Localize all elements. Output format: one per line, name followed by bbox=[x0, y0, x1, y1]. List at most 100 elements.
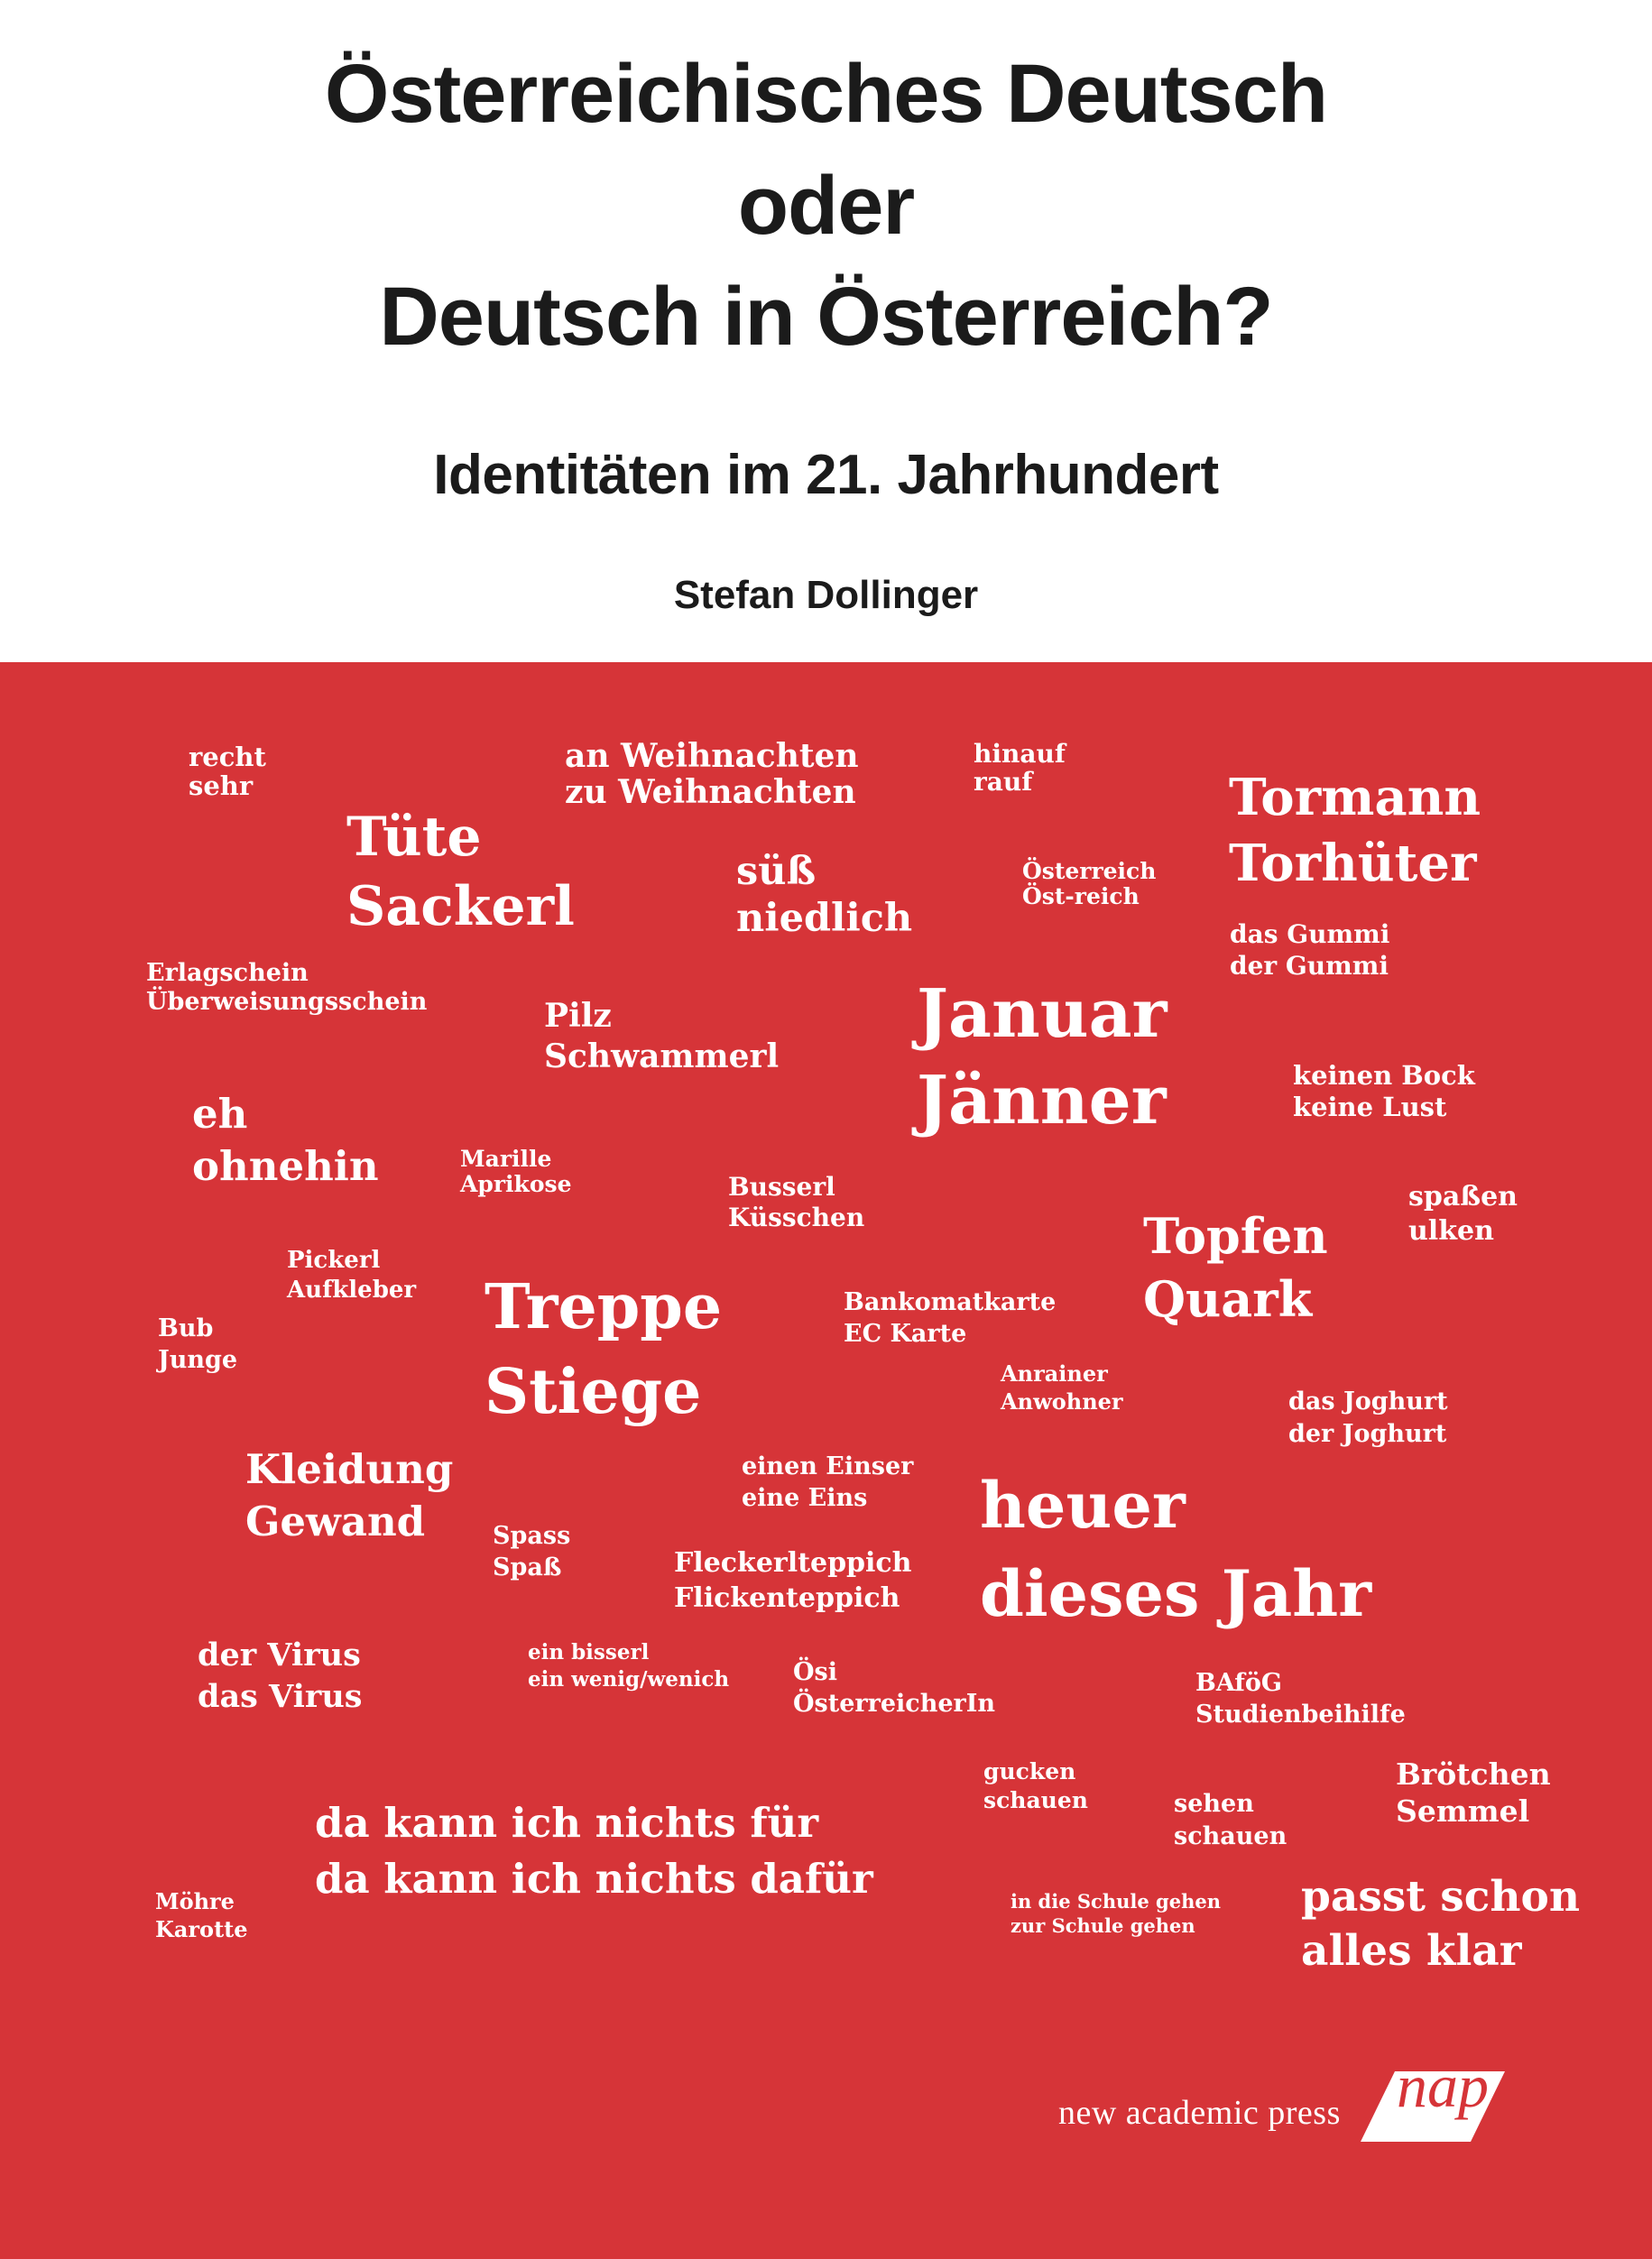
word-first: eh bbox=[192, 1090, 248, 1138]
word-second: Öst-reich bbox=[1022, 883, 1140, 909]
word-pair-keinen-bock: keinen Bock keine Lust bbox=[1293, 1060, 1475, 1123]
word-second: niedlich bbox=[736, 896, 913, 942]
word-pair-busserl-kuesschen: Busserl Küsschen bbox=[728, 1172, 864, 1233]
word-first: Treppe bbox=[485, 1271, 723, 1343]
word-first: Pilz bbox=[544, 997, 612, 1035]
word-first: Brötchen bbox=[1396, 1756, 1551, 1792]
word-second: Semmel bbox=[1396, 1793, 1530, 1830]
word-first: Möhre bbox=[155, 1888, 235, 1914]
word-pair-gummi: das Gummi der Gummi bbox=[1230, 918, 1389, 982]
word-first: an Weihnachten bbox=[565, 737, 859, 775]
cover-top-white-panel: Österreichisches Deutsch oder Deutsch in… bbox=[0, 0, 1652, 662]
word-second: EC Karte bbox=[844, 1319, 967, 1348]
word-pair-oesi-oesterreicherin: Ösi ÖsterreicherIn bbox=[793, 1656, 995, 1720]
word-second: der Joghurt bbox=[1288, 1419, 1447, 1448]
word-pair-recht-sehr: recht sehr bbox=[189, 742, 266, 801]
word-first: süß bbox=[736, 849, 817, 894]
word-first: Marille bbox=[460, 1146, 552, 1172]
word-pair-joghurt: das Joghurt der Joghurt bbox=[1288, 1386, 1448, 1450]
word-pair-januar-jaenner: Januar Jänner bbox=[917, 971, 1167, 1144]
word-pair-anrainer-anwohner: Anrainer Anwohner bbox=[1001, 1360, 1123, 1415]
word-first: Pickerl bbox=[287, 1247, 381, 1274]
word-first: Bub bbox=[158, 1314, 214, 1342]
word-pair-bub-junge: Bub Junge bbox=[158, 1314, 237, 1376]
word-pair-treppe-stiege: Treppe Stiege bbox=[485, 1266, 722, 1435]
publisher-name: new academic press bbox=[1058, 2094, 1341, 2132]
word-first: spaßen bbox=[1408, 1181, 1518, 1212]
word-pair-oesterreich: Österreich Öst-reich bbox=[1022, 859, 1156, 909]
word-first: einen Einser bbox=[742, 1452, 914, 1480]
word-second: keine Lust bbox=[1293, 1091, 1447, 1122]
word-second: Überweisungsschein bbox=[146, 988, 428, 1017]
word-pair-tormann-torhueter: Tormann Torhüter bbox=[1229, 765, 1481, 897]
word-pair-schule-gehen: in die Schule gehen zur Schule gehen bbox=[1011, 1889, 1221, 1939]
word-second: Anwohner bbox=[1001, 1388, 1123, 1415]
word-first: Topfen bbox=[1143, 1207, 1328, 1265]
word-second: Stiege bbox=[485, 1355, 702, 1428]
word-pair-broetchen-semmel: Brötchen Semmel bbox=[1396, 1756, 1551, 1830]
word-second: ÖsterreicherIn bbox=[793, 1690, 995, 1719]
word-first: das Gummi bbox=[1230, 919, 1390, 949]
word-pair-hinauf-rauf: hinauf rauf bbox=[974, 740, 1066, 797]
word-first: heuer bbox=[980, 1468, 1186, 1543]
word-second: Schwammerl bbox=[544, 1037, 780, 1075]
word-pair-erlagschein: Erlagschein Überweisungsschein bbox=[146, 959, 427, 1018]
word-pair-bankomatkarte: Bankomatkarte EC Karte bbox=[844, 1287, 1056, 1350]
word-second: Aufkleber bbox=[287, 1276, 417, 1304]
word-pair-topfen-quark: Topfen Quark bbox=[1143, 1204, 1328, 1331]
word-pair-bisserl-wenig: ein bisserl ein wenig/wenich bbox=[528, 1639, 729, 1694]
word-second: Junge bbox=[158, 1345, 238, 1374]
word-second: Gewand bbox=[245, 1497, 426, 1545]
word-second: Quark bbox=[1143, 1270, 1313, 1329]
word-pair-gucken-schauen: gucken schauen bbox=[983, 1757, 1088, 1815]
word-first: Januar bbox=[917, 975, 1167, 1053]
word-second: eine Eins bbox=[742, 1483, 868, 1512]
word-first: keinen Bock bbox=[1293, 1060, 1475, 1091]
nap-logo-icon bbox=[1361, 2071, 1505, 2142]
word-second: ulken bbox=[1408, 1214, 1494, 1247]
word-pair-virus: der Virus das Virus bbox=[198, 1635, 362, 1717]
word-pair-einser-eins: einen Einser eine Eins bbox=[742, 1452, 913, 1514]
word-second: dieses Jahr bbox=[980, 1556, 1372, 1631]
word-second: Aprikose bbox=[460, 1171, 572, 1197]
word-first: Spass bbox=[493, 1522, 571, 1550]
word-pair-fleckerlteppich: Fleckerlteppich Flickenteppich bbox=[674, 1545, 912, 1616]
word-second: zu Weihnachten bbox=[565, 773, 856, 812]
word-pair-spass-spass: Spass Spaß bbox=[493, 1521, 570, 1583]
word-second: ein wenig/wenich bbox=[528, 1667, 730, 1692]
word-first: hinauf bbox=[974, 739, 1066, 769]
word-second: Karotte bbox=[155, 1916, 248, 1943]
word-second: der Gummi bbox=[1230, 951, 1389, 981]
word-first: passt schon bbox=[1301, 1872, 1581, 1922]
word-second: sehr bbox=[189, 770, 254, 802]
word-second: schauen bbox=[983, 1787, 1088, 1813]
word-first: Tormann bbox=[1229, 768, 1481, 827]
word-second: Flickenteppich bbox=[674, 1582, 900, 1614]
word-pair-passt-schon: passt schon alles klar bbox=[1301, 1870, 1580, 1978]
title-line-2: oder bbox=[737, 160, 915, 252]
word-pair-spassen-ulken: spaßen ulken bbox=[1408, 1180, 1518, 1248]
word-first: Tüte bbox=[346, 806, 482, 869]
word-pair-pilz-schwammerl: Pilz Schwammerl bbox=[544, 996, 779, 1077]
word-first: recht bbox=[189, 742, 266, 772]
author-name: Stefan Dollinger bbox=[673, 573, 979, 617]
word-second: schauen bbox=[1174, 1822, 1287, 1851]
word-pair-tuete-sackerl: Tüte Sackerl bbox=[346, 803, 575, 942]
word-second: Spaß bbox=[493, 1553, 562, 1581]
word-pair-bafoeg-studienbeihilfe: BAföG Studienbeihilfe bbox=[1195, 1667, 1406, 1730]
word-second: Studienbeihilfe bbox=[1195, 1701, 1406, 1729]
word-second: Jänner bbox=[917, 1062, 1167, 1140]
word-first: Bankomatkarte bbox=[844, 1288, 1057, 1316]
word-second: Küsschen bbox=[728, 1203, 865, 1233]
word-second: da kann ich nichts dafür bbox=[315, 1855, 873, 1904]
word-first: gucken bbox=[983, 1758, 1076, 1784]
word-second: alles klar bbox=[1301, 1926, 1522, 1977]
word-second: ohnehin bbox=[192, 1141, 379, 1190]
word-first: ein bisserl bbox=[528, 1640, 650, 1664]
word-first: Anrainer bbox=[1001, 1360, 1108, 1387]
word-pair-sehen-schauen: sehen schauen bbox=[1174, 1788, 1287, 1854]
word-pair-suess-niedlich: süß niedlich bbox=[736, 848, 912, 943]
word-first: sehen bbox=[1174, 1790, 1254, 1818]
word-second: das Virus bbox=[198, 1677, 363, 1715]
word-second: Sackerl bbox=[346, 874, 575, 938]
